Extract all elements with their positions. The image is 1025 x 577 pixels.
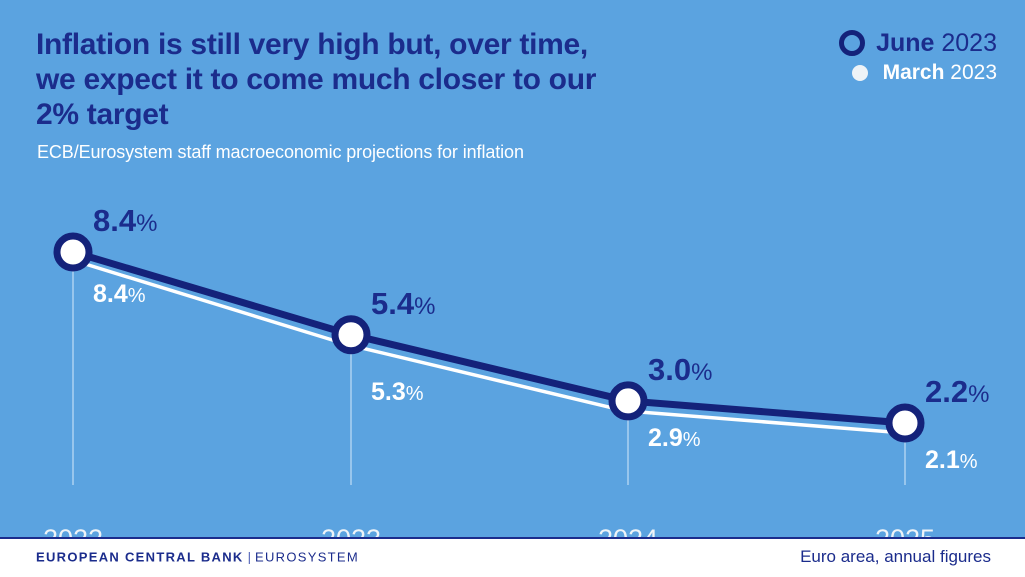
label-june-2023-value: 5.4 — [371, 285, 415, 321]
legend-item-march-2023[interactable]: March 2023 — [851, 62, 997, 83]
footer-bar: EUROPEAN CENTRAL BANK | EUROSYSTEM Euro ar… — [0, 537, 1025, 577]
legend-march-month: March — [882, 61, 945, 84]
label-march-2022-unit: % — [127, 285, 146, 307]
footer-divider — [0, 537, 1025, 539]
label-march-2024: 2.9% — [648, 423, 701, 452]
legend-item-june-2023-label: June 2023 — [876, 28, 997, 57]
page-title: Inflation is still very high but, over t… — [36, 28, 597, 131]
label-march-2024-value: 2.9 — [648, 423, 683, 452]
ecb-logo: EUROPEAN CENTRAL BANK | EUROSYSTEM — [36, 550, 359, 565]
data-point-june-2023[interactable] — [53, 232, 93, 272]
label-june-2022-value: 8.4 — [93, 203, 137, 238]
label-june-2025: 2.2% — [925, 376, 989, 407]
ring-marker-icon — [839, 30, 866, 56]
legend-march-year: 2023 — [950, 61, 997, 84]
label-june-2024-unit: % — [691, 358, 713, 386]
label-march-2024-unit: % — [682, 428, 701, 451]
legend-item-march-2023-label: March 2023 — [883, 62, 997, 83]
label-march-2022: 8.4% — [93, 282, 146, 307]
series-line-march-2023 — [67, 257, 903, 435]
ecb-logo-primary: EUROPEAN CENTRAL BANK — [36, 549, 244, 565]
label-june-2022: 8.4% — [93, 205, 157, 236]
gridlines — [72, 266, 906, 485]
legend-june-year: 2023 — [941, 28, 997, 57]
label-march-2023-value: 5.3 — [371, 377, 406, 406]
chart-svg — [53, 232, 925, 485]
ecb-logo-secondary: EUROSYSTEM — [255, 549, 360, 565]
label-march-2023-unit: % — [405, 382, 424, 405]
label-june-2024-value: 3.0 — [648, 351, 692, 387]
label-june-2022-unit: % — [136, 210, 158, 237]
legend-item-june-2023[interactable]: June 2023 — [839, 30, 997, 56]
label-march-2025-unit: % — [959, 450, 978, 473]
label-june-2025-unit: % — [968, 381, 990, 408]
footer-note: Euro area, annual figures — [800, 547, 991, 566]
label-june-2023: 5.4% — [371, 288, 435, 319]
chart-legend: June 2023 March 2023 — [839, 30, 997, 83]
label-june-2024: 3.0% — [648, 354, 712, 385]
data-point-june-2023[interactable] — [608, 381, 648, 421]
line-chart-plot — [53, 232, 925, 485]
series-line-june-2023 — [69, 248, 909, 427]
label-march-2023: 5.3% — [371, 377, 424, 406]
label-march-2025: 2.1% — [925, 445, 978, 474]
label-march-2022-value: 8.4 — [93, 280, 128, 308]
data-point-june-2023[interactable] — [331, 315, 371, 355]
page-subtitle: ECB/Eurosystem staff macroeconomic proje… — [37, 142, 524, 162]
label-june-2025-value: 2.2 — [925, 374, 969, 409]
series-points-june-2023 — [53, 232, 925, 443]
ecb-logo-separator: | — [247, 549, 252, 565]
legend-june-month: June — [876, 28, 935, 57]
label-march-2025-value: 2.1 — [925, 445, 960, 474]
label-june-2023-unit: % — [414, 292, 436, 320]
dot-marker-icon — [851, 64, 868, 81]
data-point-june-2023[interactable] — [885, 403, 925, 443]
